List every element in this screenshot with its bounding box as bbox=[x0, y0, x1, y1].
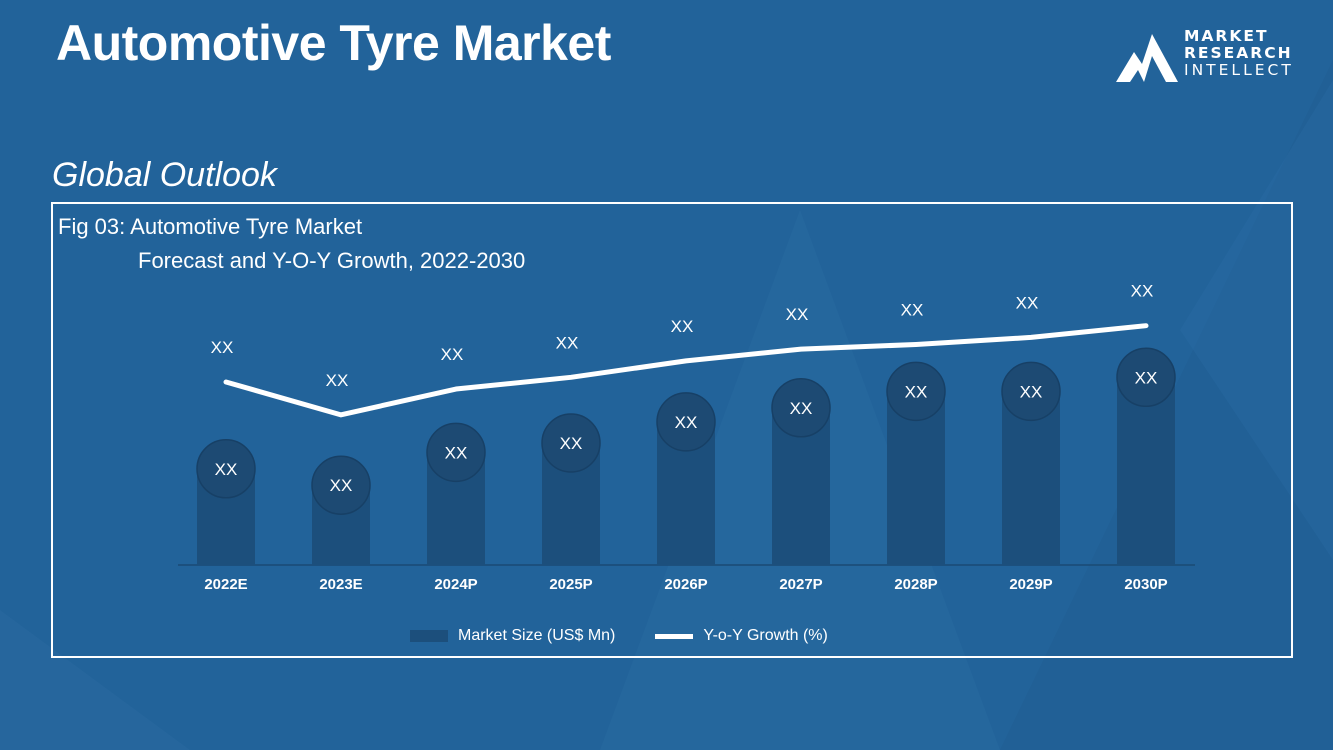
line-value-label: XX bbox=[671, 317, 694, 336]
x-tick-label: 2026P bbox=[664, 576, 707, 593]
legend-label-line: Y-o-Y Growth (%) bbox=[703, 627, 828, 644]
line-value-label: XX bbox=[901, 300, 924, 319]
line-value-label: XX bbox=[1016, 293, 1039, 312]
x-tick-label: 2024P bbox=[434, 576, 477, 593]
bar-value-bubble bbox=[1116, 347, 1176, 408]
bar bbox=[1117, 377, 1175, 565]
x-tick-label: 2027P bbox=[779, 576, 822, 593]
logo-line-3: INTELLECT bbox=[1184, 61, 1294, 79]
bar-value-label: XX bbox=[215, 460, 238, 479]
growth-line bbox=[223, 323, 1149, 418]
bar-value-bubble bbox=[426, 422, 486, 483]
x-tick-label: 2025P bbox=[549, 576, 592, 593]
bar-value-label: XX bbox=[1020, 382, 1043, 401]
chart-panel bbox=[51, 202, 1293, 658]
section-subtitle: Global Outlook bbox=[52, 156, 277, 194]
brand-logo: MARKET RESEARCH INTELLECT bbox=[1116, 28, 1296, 84]
x-tick-label: 2030P bbox=[1124, 576, 1167, 593]
line-value-label: XX bbox=[556, 333, 579, 352]
logo-mark-icon bbox=[1116, 34, 1178, 82]
logo-text: MARKET RESEARCH INTELLECT bbox=[1184, 28, 1294, 79]
bar-value-bubble bbox=[541, 413, 601, 473]
bar-value-label: XX bbox=[790, 399, 813, 418]
chart-title: Fig 03: Automotive Tyre Market Forecast … bbox=[58, 210, 525, 278]
x-tick-label: 2023E bbox=[319, 576, 362, 593]
bar-value-label: XX bbox=[445, 443, 468, 462]
page-title: Automotive Tyre Market bbox=[56, 15, 611, 71]
x-tick-label: 2022E bbox=[204, 576, 247, 593]
chart-title-line-1: Fig 03: Automotive Tyre Market bbox=[58, 214, 363, 239]
chart-title-line-2: Forecast and Y-O-Y Growth, 2022-2030 bbox=[138, 248, 526, 273]
bar-value-bubble bbox=[656, 392, 716, 452]
bar-value-bubble bbox=[886, 361, 946, 422]
legend-line-swatch bbox=[655, 633, 694, 639]
bar-value-bubble bbox=[196, 439, 256, 499]
line-value-label: XX bbox=[326, 371, 349, 390]
bar-value-label: XX bbox=[675, 413, 698, 432]
bar-value-label: XX bbox=[560, 434, 583, 453]
line-value-label: XX bbox=[211, 338, 234, 357]
line-value-label: XX bbox=[441, 345, 464, 364]
logo-line-2: RESEARCH bbox=[1184, 44, 1293, 62]
legend-label-bar: Market Size (US$ Mn) bbox=[458, 627, 616, 644]
x-tick-label: 2028P bbox=[894, 576, 937, 593]
legend-bar-swatch bbox=[410, 630, 448, 642]
bar-value-label: XX bbox=[905, 382, 928, 401]
line-value-label: XX bbox=[786, 305, 809, 324]
x-tick-label: 2029P bbox=[1009, 576, 1052, 593]
line-value-label: XX bbox=[1131, 282, 1154, 301]
bar-value-label: XX bbox=[330, 476, 353, 495]
bar-value-bubble bbox=[311, 455, 371, 515]
bar-value-bubble bbox=[771, 378, 831, 438]
logo-line-1: MARKET bbox=[1184, 27, 1269, 45]
bar-value-label: XX bbox=[1135, 368, 1158, 387]
chart-legend: Market Size (US$ Mn) Y-o-Y Growth (%) bbox=[410, 625, 828, 647]
bar-value-bubble bbox=[1001, 361, 1061, 422]
